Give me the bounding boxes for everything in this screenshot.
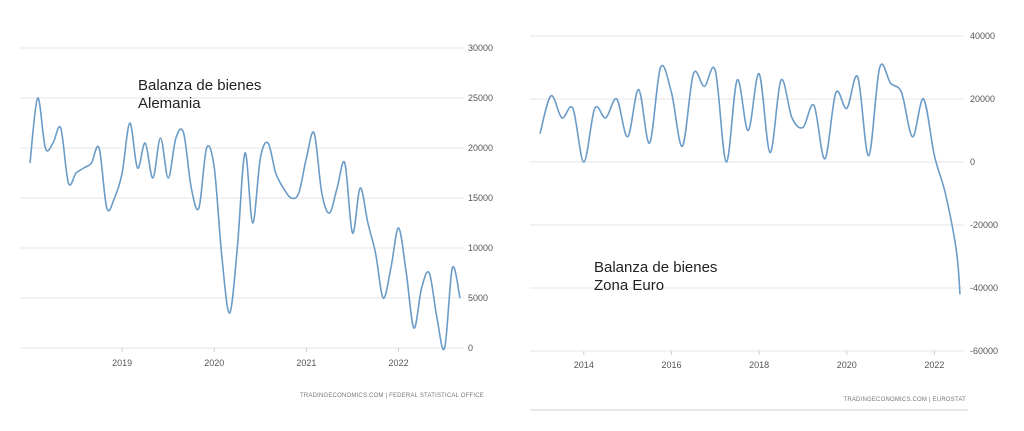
y-tick-label-2: 20000 (468, 143, 493, 153)
chart-germany-grid (20, 47, 464, 349)
chart-eurozone-source: TRADINGECONOMICS.COM | EUROSTAT (843, 397, 966, 403)
chart-eurozone-y-ticks: 40000 20000 0 -20000 -40000 -60000 (970, 31, 998, 356)
y-tick-label-6: 0 (468, 343, 473, 353)
chart-germany-source: TRADINGECONOMICS.COM | FEDERAL STATISTIC… (300, 393, 484, 399)
chart-germany-series-line (29, 97, 461, 351)
chart-eurozone-annotation-line-2: Zona Euro (594, 277, 664, 294)
x-tick-label-0: 2014 (574, 360, 594, 370)
chart-germany-x-ticks: 2019 2020 2021 2022 (112, 348, 409, 368)
y-tick-label-1: 25000 (468, 93, 493, 103)
x-tick-label-3: 2020 (837, 360, 857, 370)
x-tick-label-1: 2016 (661, 360, 681, 370)
chart-germany-annotation-line-2: Alemania (138, 95, 201, 112)
chart-germany-annotation-line-1: Balanza de bienes (138, 77, 261, 94)
chart-germany-y-ticks: 30000 25000 20000 15000 10000 5000 0 (468, 43, 493, 353)
y-tick-label-0: 40000 (970, 31, 995, 41)
x-tick-label-2: 2018 (749, 360, 769, 370)
y-tick-label-5: -60000 (970, 346, 998, 356)
x-tick-label-3: 2022 (389, 358, 409, 368)
x-tick-label-4: 2022 (924, 360, 944, 370)
x-tick-label-2: 2021 (296, 358, 316, 368)
y-tick-label-1: 20000 (970, 94, 995, 104)
chart-eurozone-x-ticks: 2014 2016 2018 2020 2022 (574, 351, 944, 370)
x-tick-label-1: 2020 (204, 358, 224, 368)
chart-eurozone-annotation-line-1: Balanza de bienes (594, 259, 717, 276)
chart-eurozone-series-line (539, 63, 961, 295)
y-tick-label-3: 15000 (468, 193, 493, 203)
y-tick-label-4: -40000 (970, 283, 998, 293)
y-tick-label-5: 5000 (468, 293, 488, 303)
y-tick-label-0: 30000 (468, 43, 493, 53)
x-tick-label-0: 2019 (112, 358, 132, 368)
chart-eurozone-grid (530, 35, 964, 352)
y-tick-label-2: 0 (970, 157, 975, 167)
y-tick-label-3: -20000 (970, 220, 998, 230)
y-tick-label-4: 10000 (468, 243, 493, 253)
